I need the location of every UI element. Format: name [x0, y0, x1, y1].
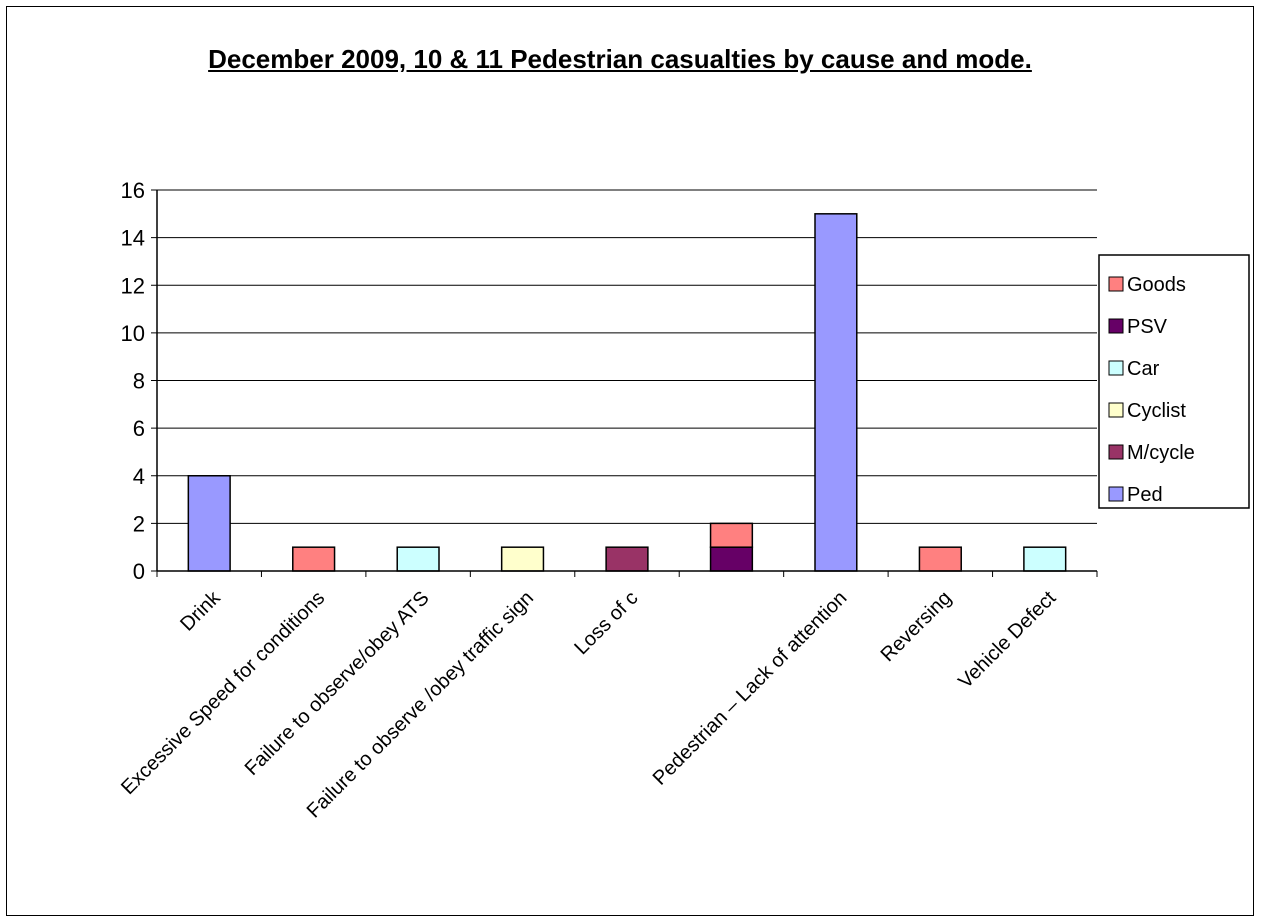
bar-car: [1023, 546, 1067, 572]
bar-ped: [814, 213, 858, 572]
x-category-label: Pedestrian – Lack of attention: [649, 587, 852, 790]
chart-title: December 2009, 10 & 11 Pedestrian casual…: [208, 44, 1032, 74]
y-tick-label: 4: [133, 464, 145, 489]
legend-label: Cyclist: [1127, 400, 1186, 422]
y-tick-label: 16: [121, 178, 145, 203]
y-tick-label: 8: [133, 369, 145, 394]
x-category-label: Drink: [176, 586, 225, 635]
x-category-label: Failure to observe/obey ATS: [241, 587, 434, 780]
bar-goods: [709, 522, 754, 548]
x-category-label: Excessive Speed for conditions: [117, 587, 329, 799]
x-category-label: Loss of c: [570, 587, 642, 659]
bar-psv: [709, 546, 754, 572]
y-tick-label: 6: [133, 416, 145, 441]
x-category-label: Vehicle Defect: [954, 587, 1060, 693]
legend-label: M/cycle: [1127, 442, 1195, 464]
bar-goods: [292, 546, 336, 572]
legend-swatch: [1108, 318, 1124, 334]
y-tick-label: 10: [121, 321, 145, 346]
legend-label: Car: [1127, 358, 1160, 380]
legend-label: PSV: [1127, 316, 1168, 338]
legend-label: Ped: [1127, 484, 1163, 506]
y-tick-label: 14: [121, 226, 145, 251]
bar-cyclist: [500, 546, 545, 572]
y-tick-label: 0: [133, 559, 145, 584]
chart-frame: [6, 6, 1254, 916]
x-category-label: Reversing: [877, 587, 956, 666]
legend-swatch: [1108, 444, 1124, 460]
legend-box: [1098, 254, 1250, 509]
y-tick-label: 2: [133, 511, 145, 536]
bar-goods: [918, 546, 962, 572]
legend-label: Goods: [1127, 274, 1186, 296]
legend-swatch: [1108, 360, 1124, 376]
bar-ped: [187, 475, 231, 572]
x-category-label: Failure to observe /obey traffic sign: [303, 587, 538, 822]
legend-swatch: [1108, 402, 1124, 418]
bar-car: [396, 546, 440, 572]
y-tick-label: 12: [121, 273, 145, 298]
bar-mcycle: [605, 546, 649, 572]
legend-swatch: [1108, 276, 1124, 292]
legend-swatch: [1108, 486, 1124, 502]
